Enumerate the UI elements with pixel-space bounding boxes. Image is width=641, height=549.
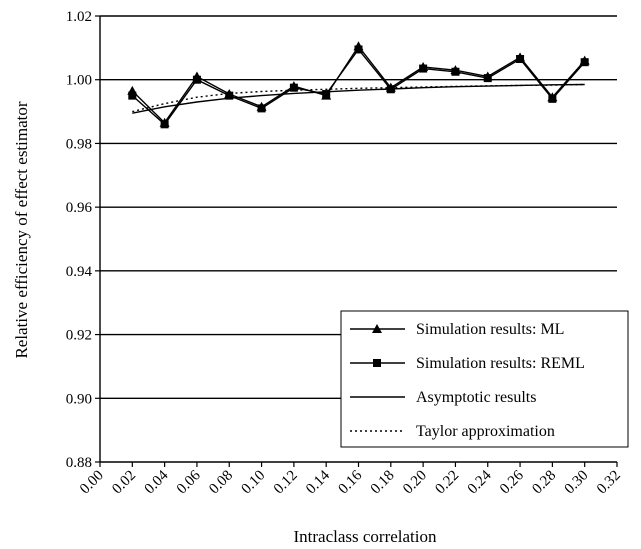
taylor-approximation-line bbox=[132, 83, 585, 113]
y-tick-label: 1.02 bbox=[66, 9, 92, 25]
asymptotic-results-line bbox=[132, 83, 585, 114]
y-tick-label: 0.98 bbox=[66, 136, 92, 152]
reml-point bbox=[373, 359, 381, 367]
x-tick-label: 0.12 bbox=[271, 468, 301, 498]
y-tick-label: 0.92 bbox=[66, 328, 92, 344]
ml-point bbox=[372, 324, 382, 333]
x-tick-label: 0.02 bbox=[109, 468, 139, 498]
x-tick-label: 0.30 bbox=[562, 468, 592, 498]
axes bbox=[95, 15, 618, 467]
y-tick-label: 0.94 bbox=[66, 264, 93, 280]
y-tick-label: 1.00 bbox=[66, 73, 92, 89]
reml-point bbox=[483, 74, 492, 83]
reml-point bbox=[451, 67, 460, 76]
reml-point bbox=[257, 104, 266, 113]
x-tick-label: 0.06 bbox=[174, 467, 204, 497]
reml-point bbox=[225, 91, 234, 100]
y-tick-label: 0.90 bbox=[66, 391, 92, 407]
legend: Simulation results: ML Simulation results… bbox=[340, 310, 629, 448]
legend-box bbox=[340, 310, 629, 448]
reml-point bbox=[192, 75, 201, 84]
reml-point bbox=[354, 45, 363, 54]
legend-label: Simulation results: REML bbox=[416, 355, 585, 372]
reml-point bbox=[580, 58, 589, 67]
x-tick-label: 0.00 bbox=[77, 468, 107, 498]
x-tick-label: 0.22 bbox=[432, 468, 462, 498]
x-tick-label: 0.28 bbox=[529, 468, 559, 498]
reml-point bbox=[289, 83, 298, 92]
reml-point bbox=[160, 120, 169, 129]
reml-point bbox=[322, 90, 331, 99]
x-tick-label: 0.04 bbox=[142, 467, 172, 497]
x-tick-label: 0.14 bbox=[303, 467, 333, 497]
reml-point bbox=[128, 91, 137, 100]
x-tick-label: 0.32 bbox=[594, 468, 624, 498]
x-tick-label: 0.10 bbox=[239, 468, 269, 498]
x-axis-title: Intraclass correlation bbox=[293, 527, 437, 546]
y-tick-label: 0.96 bbox=[66, 200, 93, 216]
x-tick-label: 0.16 bbox=[335, 467, 365, 497]
legend-label: Asymptotic results bbox=[416, 389, 536, 406]
reml-point bbox=[419, 64, 428, 73]
legend-label: Taylor approximation bbox=[416, 423, 555, 440]
legend-label: Simulation results: ML bbox=[416, 321, 564, 338]
reml-point bbox=[548, 94, 557, 103]
y-tick-label: 0.88 bbox=[66, 455, 92, 471]
reml-point bbox=[516, 55, 525, 64]
series bbox=[127, 41, 590, 129]
x-tick-label: 0.20 bbox=[400, 468, 430, 498]
x-tick-label: 0.26 bbox=[497, 467, 527, 497]
x-tick-label: 0.18 bbox=[368, 468, 398, 498]
x-tick-label: 0.08 bbox=[206, 468, 236, 498]
gridlines bbox=[100, 15, 617, 399]
y-axis-title: Relative efficiency of effect estimator bbox=[12, 101, 31, 358]
x-tick-label: 0.24 bbox=[465, 467, 495, 497]
